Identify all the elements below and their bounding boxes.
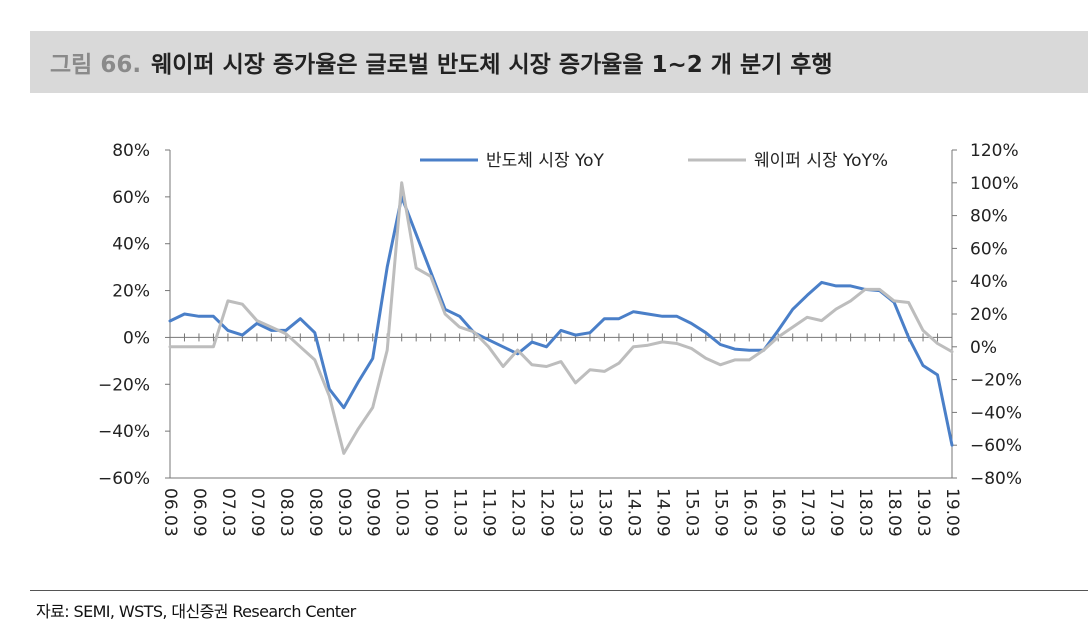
- left-tick-label: 60%: [112, 188, 150, 208]
- right-tick-label: −80%: [970, 469, 1022, 489]
- x-tick-label: 15.03: [681, 488, 701, 537]
- legend-label: 웨이퍼 시장 YoY%: [754, 151, 888, 171]
- right-tick-label: 40%: [970, 272, 1008, 292]
- x-tick-label: 08.03: [276, 488, 296, 537]
- right-tick-label: 80%: [970, 207, 1008, 227]
- right-tick-label: 20%: [970, 305, 1008, 325]
- x-tick-label: 13.09: [594, 488, 614, 537]
- figure-title-bar: 그림 66. 웨이퍼 시장 증가율은 글로벌 반도체 시장 증가율을 1~2 개…: [30, 31, 1088, 93]
- x-tick-label: 11.09: [479, 488, 499, 537]
- right-tick-label: 0%: [970, 338, 997, 358]
- source-divider: [30, 590, 1088, 591]
- x-tick-label: 09.09: [363, 488, 383, 537]
- right-tick-label: 100%: [970, 174, 1019, 194]
- left-tick-label: −40%: [98, 422, 150, 442]
- x-tick-label: 11.03: [450, 488, 470, 537]
- x-tick-label: 18.09: [884, 488, 904, 537]
- right-tick-label: 60%: [970, 239, 1008, 259]
- left-tick-label: 0%: [123, 328, 150, 348]
- x-tick-label: 12.03: [508, 488, 528, 537]
- series-line-semiconductor: [168, 195, 954, 447]
- x-tick-label: 07.03: [218, 488, 238, 537]
- series-line-wafer: [168, 181, 954, 455]
- x-tick-label: 16.03: [739, 488, 759, 537]
- x-tick-label: 18.03: [855, 488, 875, 537]
- left-tick-label: −60%: [98, 469, 150, 489]
- x-tick-label: 17.03: [797, 488, 817, 537]
- x-tick-label: 07.09: [247, 488, 267, 537]
- right-tick-label: 120%: [970, 141, 1019, 161]
- right-tick-label: −20%: [970, 371, 1022, 391]
- left-tick-label: −20%: [98, 375, 150, 395]
- figure-title: 웨이퍼 시장 증가율은 글로벌 반도체 시장 증가율을 1~2 개 분기 후행: [151, 52, 833, 78]
- left-tick-label: 80%: [112, 141, 150, 161]
- x-tick-label: 13.03: [565, 488, 585, 537]
- right-tick-label: −40%: [970, 403, 1022, 423]
- x-tick-label: 09.03: [334, 488, 354, 537]
- legend-label: 반도체 시장 YoY: [486, 151, 605, 171]
- x-tick-label: 19.03: [913, 488, 933, 537]
- left-tick-label: 20%: [112, 282, 150, 302]
- right-tick-label: −60%: [970, 436, 1022, 456]
- x-tick-label: 12.09: [537, 488, 557, 537]
- x-tick-label: 06.09: [189, 488, 209, 537]
- x-tick-label: 08.09: [305, 488, 325, 537]
- x-tick-label: 15.09: [710, 488, 730, 537]
- x-tick-label: 10.09: [421, 488, 441, 537]
- x-tick-label: 06.03: [160, 488, 180, 537]
- x-tick-label: 14.09: [652, 488, 672, 537]
- left-tick-label: 40%: [112, 235, 150, 255]
- x-tick-label: 19.09: [942, 488, 962, 537]
- source-note: 자료: SEMI, WSTS, 대신증권 Research Center: [36, 602, 356, 621]
- x-tick-label: 17.09: [826, 488, 846, 537]
- figure-number: 그림 66.: [50, 52, 142, 78]
- x-tick-label: 10.03: [392, 488, 412, 537]
- x-tick-label: 14.03: [623, 488, 643, 537]
- x-tick-label: 16.09: [768, 488, 788, 537]
